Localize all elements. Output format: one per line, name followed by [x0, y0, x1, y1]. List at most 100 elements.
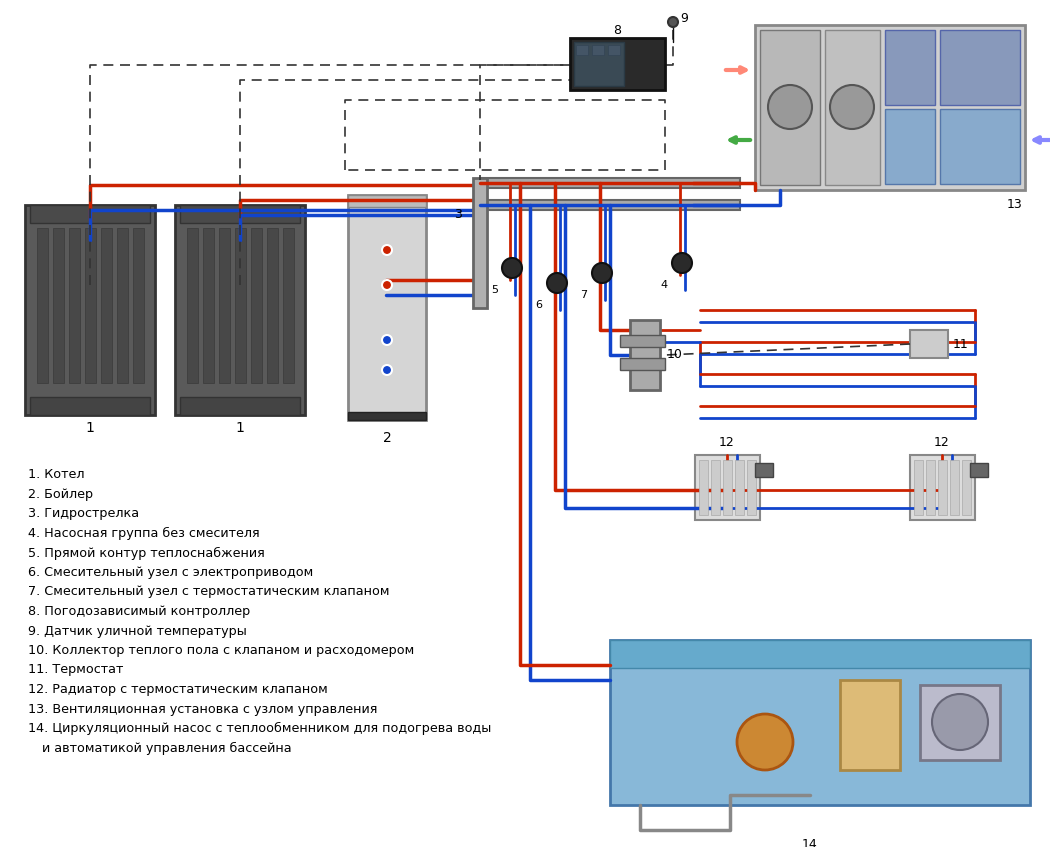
Bar — [576, 45, 588, 55]
Text: 13. Вентиляционная установка с узлом управления: 13. Вентиляционная установка с узлом упр… — [28, 702, 377, 716]
Bar — [910, 455, 975, 520]
Bar — [885, 30, 934, 105]
Text: 5: 5 — [491, 285, 499, 295]
Text: 4: 4 — [660, 280, 668, 290]
Bar — [30, 397, 150, 415]
Text: 2. Бойлер: 2. Бойлер — [28, 488, 93, 501]
Bar — [348, 195, 426, 207]
Bar — [755, 463, 773, 477]
Bar — [914, 460, 923, 515]
Bar — [608, 45, 619, 55]
Text: 12. Радиатор с термостатическим клапаном: 12. Радиатор с термостатическим клапаном — [28, 683, 328, 696]
Text: 12: 12 — [719, 436, 735, 450]
Bar — [920, 685, 1000, 760]
Text: 14. Циркуляционный насос с теплообменником для подогрева воды: 14. Циркуляционный насос с теплообменник… — [28, 722, 491, 735]
Text: 11: 11 — [953, 337, 969, 351]
Circle shape — [547, 273, 567, 293]
Circle shape — [737, 714, 793, 770]
Bar — [926, 460, 934, 515]
Bar — [711, 460, 720, 515]
Circle shape — [668, 17, 678, 27]
Text: 3. Гидрострелка: 3. Гидрострелка — [28, 507, 139, 521]
Text: 1: 1 — [235, 421, 245, 435]
Text: 11. Термостат: 11. Термостат — [28, 663, 124, 677]
Bar — [755, 25, 1025, 190]
Bar — [620, 358, 665, 370]
Bar — [187, 228, 198, 383]
Text: 7. Смесительный узел с термостатическим клапаном: 7. Смесительный узел с термостатическим … — [28, 585, 390, 599]
Bar — [117, 228, 128, 383]
Circle shape — [382, 280, 392, 290]
Bar — [885, 109, 934, 184]
Bar — [37, 228, 48, 383]
Circle shape — [592, 263, 612, 283]
Bar — [52, 228, 64, 383]
Bar — [747, 460, 756, 515]
Text: 8. Погодозависимый контроллер: 8. Погодозависимый контроллер — [28, 605, 250, 618]
Text: 5. Прямой контур теплоснабжения: 5. Прямой контур теплоснабжения — [28, 546, 265, 560]
Bar — [472, 178, 487, 308]
Bar — [284, 228, 294, 383]
Text: 4. Насосная группа без смесителя: 4. Насосная группа без смесителя — [28, 527, 259, 540]
Text: 9: 9 — [680, 12, 688, 25]
Bar — [630, 320, 660, 390]
Text: 6: 6 — [536, 300, 543, 310]
Text: 1. Котел: 1. Котел — [28, 468, 84, 481]
Text: 3: 3 — [454, 208, 462, 222]
Text: 14: 14 — [802, 839, 818, 847]
Text: 6. Смесительный узел с электроприводом: 6. Смесительный узел с электроприводом — [28, 566, 313, 579]
Bar — [175, 205, 304, 415]
Bar — [267, 228, 278, 383]
Bar — [69, 228, 80, 383]
Bar — [235, 228, 246, 383]
Text: 8: 8 — [613, 24, 621, 36]
Text: 2: 2 — [382, 431, 392, 445]
Circle shape — [382, 365, 392, 375]
Bar — [940, 30, 1020, 105]
Bar — [30, 205, 150, 223]
Bar — [610, 640, 1030, 805]
Bar — [251, 228, 262, 383]
Bar — [180, 205, 300, 223]
Bar — [574, 42, 624, 86]
Circle shape — [672, 253, 692, 273]
Bar — [180, 397, 300, 415]
Bar — [760, 30, 820, 185]
Bar — [480, 200, 740, 210]
Text: 13: 13 — [1007, 197, 1023, 211]
Bar — [825, 30, 880, 185]
Bar — [219, 228, 230, 383]
Text: 7: 7 — [581, 290, 588, 300]
Circle shape — [768, 85, 812, 129]
Bar — [203, 228, 214, 383]
Bar — [840, 680, 900, 770]
Bar — [735, 460, 744, 515]
Bar — [620, 335, 665, 347]
Bar — [85, 228, 96, 383]
Circle shape — [382, 335, 392, 345]
Circle shape — [830, 85, 874, 129]
Bar — [133, 228, 144, 383]
Text: 1: 1 — [85, 421, 94, 435]
Bar — [570, 38, 665, 90]
Bar — [723, 460, 732, 515]
Bar — [348, 412, 426, 420]
Bar — [910, 330, 948, 358]
Bar — [25, 205, 155, 415]
Bar — [101, 228, 112, 383]
Text: 10. Коллектор теплого пола с клапаном и расходомером: 10. Коллектор теплого пола с клапаном и … — [28, 644, 415, 657]
Bar — [480, 178, 740, 188]
Bar — [950, 460, 959, 515]
Circle shape — [502, 258, 522, 278]
Bar — [699, 460, 708, 515]
Bar — [970, 463, 988, 477]
Bar — [695, 455, 760, 520]
Circle shape — [932, 694, 988, 750]
Text: 9. Датчик уличной температуры: 9. Датчик уличной температуры — [28, 624, 247, 638]
Bar — [348, 195, 426, 420]
Circle shape — [382, 245, 392, 255]
Bar — [938, 460, 947, 515]
Bar — [610, 640, 1030, 668]
Bar — [962, 460, 971, 515]
Text: и автоматикой управления бассейна: и автоматикой управления бассейна — [42, 741, 292, 755]
